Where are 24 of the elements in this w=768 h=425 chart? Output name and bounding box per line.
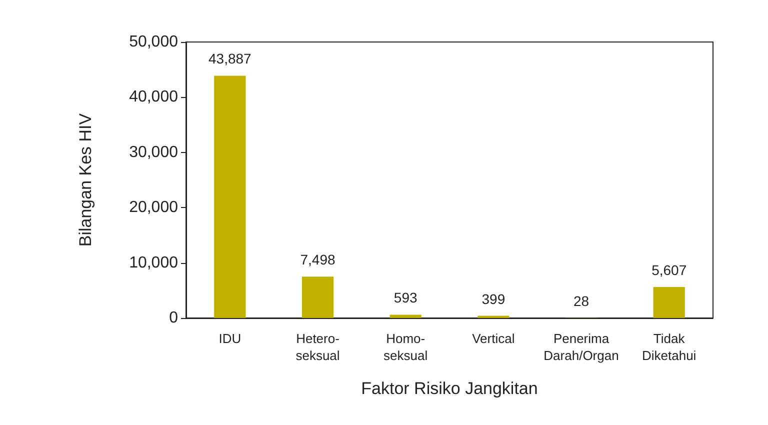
- y-tick-label: 10,000: [129, 254, 178, 272]
- x-tick-label: Vertical: [472, 331, 515, 346]
- x-tick-label: IDU: [218, 331, 242, 346]
- data-label: 5,607: [652, 262, 687, 278]
- y-tick-label: 40,000: [129, 88, 178, 106]
- bar: [653, 287, 685, 318]
- bar: [214, 76, 246, 318]
- x-axis-title: Faktor Risiko Jangkitan: [361, 379, 538, 398]
- data-label: 399: [482, 290, 506, 307]
- data-label: 593: [394, 290, 418, 306]
- data-label: 43,887: [208, 50, 252, 67]
- data-label: 28: [573, 292, 590, 309]
- y-tick-label: 50,000: [129, 34, 178, 50]
- x-tick-label: Hetero- seksual: [296, 331, 340, 363]
- y-tick-label: 0: [169, 310, 178, 326]
- y-tick-label: 20,000: [129, 199, 178, 216]
- y-tick-label: 30,000: [129, 144, 178, 161]
- y-axis-title: Bilangan Kes HIV: [76, 112, 95, 247]
- bar: [390, 314, 422, 318]
- data-label: 7,498: [300, 252, 336, 268]
- x-tick-label: Penerima Darah/Organ: [544, 331, 619, 363]
- bar: [302, 276, 334, 318]
- x-tick-label: Tidak Diketahui: [642, 331, 696, 363]
- x-tick-label: Homo- seksual: [384, 331, 428, 363]
